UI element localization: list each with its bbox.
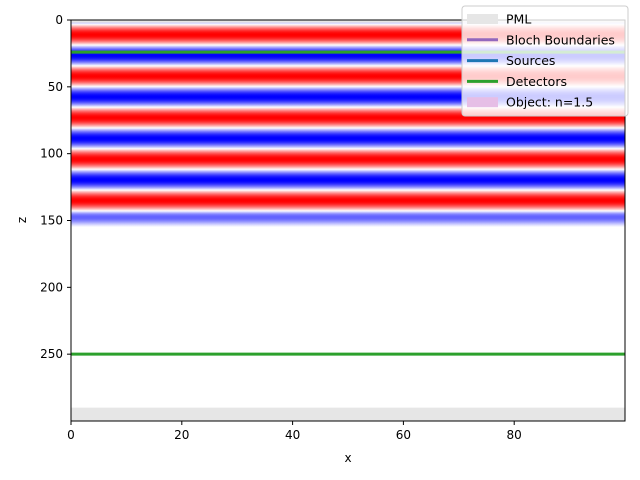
x-tick-label: 40 [285,428,300,442]
legend-box [461,5,629,117]
legend-label: Bloch Boundaries [506,32,615,47]
y-tick-label: 150 [40,214,63,228]
y-tick-label: 0 [55,13,63,27]
y-tick-label: 100 [40,147,63,161]
y-tick-label: 200 [40,280,63,294]
pml-regions [71,20,625,421]
pml-region [71,407,625,421]
y-tick-label: 250 [40,347,63,361]
x-tick-label: 60 [396,428,411,442]
legend-swatch [467,97,498,108]
legend-label: PML [506,12,531,27]
legend-label: Sources [506,53,555,68]
pml-region [71,20,625,23]
y-axis: 0 50 100 150 200 250 [40,13,71,361]
x-axis-label: x [344,451,351,465]
y-tick-label: 50 [48,80,63,94]
legend-label: Detectors [506,74,567,89]
y-axis-label: z [15,217,29,223]
x-tick-label: 20 [174,428,189,442]
legend: PML Bloch Boundaries Sources Detectors Objec… [461,5,629,117]
legend-label: Object: n=1.5 [506,95,593,110]
x-axis: 0 20 40 60 80 [67,421,522,442]
x-tick-label: 80 [507,428,522,442]
legend-swatch [467,14,498,24]
x-tick-label: 0 [67,428,75,442]
